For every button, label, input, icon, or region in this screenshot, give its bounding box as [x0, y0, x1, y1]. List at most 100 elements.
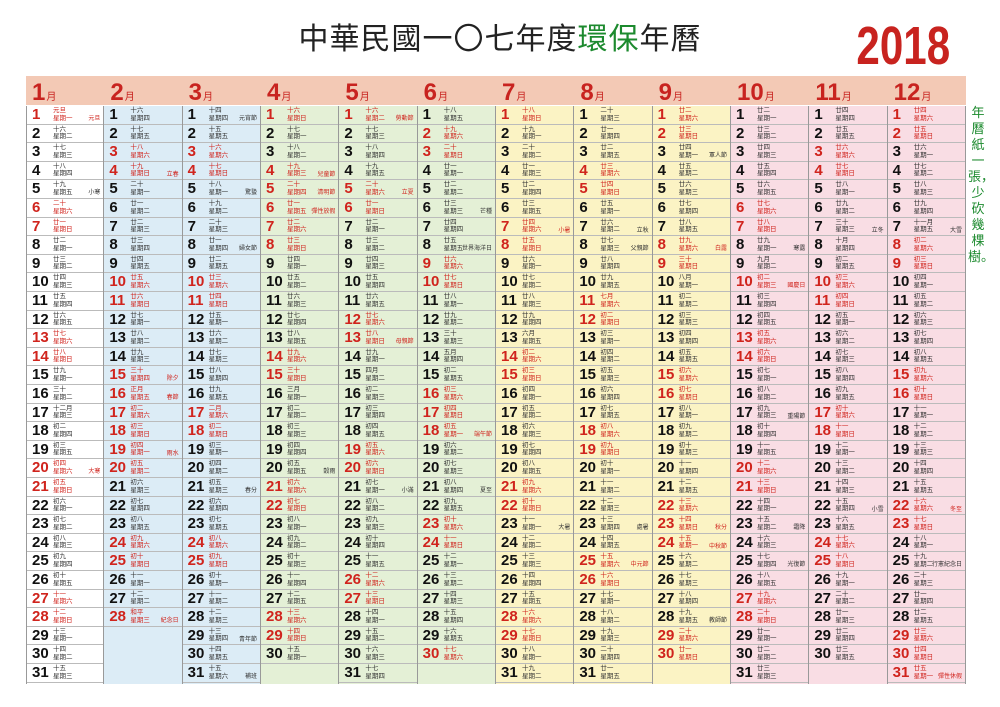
day-cell: 1 十六 星期日	[261, 106, 339, 125]
day-number: 13	[187, 329, 205, 347]
day-cell: 26 十六 星期日	[574, 571, 652, 590]
lunar-weekday: 初十 星期一	[600, 459, 620, 475]
day-number: 17	[579, 403, 597, 421]
lunar-weekday: 初八 星期四	[443, 478, 464, 494]
lunar-weekday: 廿二 星期五	[913, 608, 934, 624]
lunar-weekday: 初四 星期四	[287, 440, 307, 457]
lunar-weekday: 十七 星期五	[130, 124, 150, 141]
day-number: 7	[579, 217, 588, 235]
day-number: 7	[657, 217, 666, 235]
day-cell: 24 十七 星期六	[809, 534, 887, 553]
day-cell: 5 廿六 星期五	[731, 180, 809, 199]
lunar-weekday: 二十 星期日	[757, 608, 777, 624]
day-cell: 8 廿二 星期一	[27, 236, 104, 255]
day-cell: 4 十八 星期四	[27, 162, 104, 181]
festival-label: 白露	[714, 245, 727, 253]
day-number: 23	[422, 515, 440, 533]
day-number: 17	[187, 403, 205, 421]
day-number: 24	[422, 533, 440, 551]
festival-label: 父親節	[630, 245, 649, 253]
day-cell: 16 初二 星期三	[339, 385, 417, 404]
lunar-weekday: 十二 星期六	[757, 459, 777, 475]
day-number: 15	[657, 366, 675, 384]
day-number: 21	[736, 478, 753, 495]
day-cell: 27 十一 星期六	[27, 590, 104, 609]
lunar-weekday: 十四 星期三	[835, 478, 855, 494]
day-number: 2	[187, 124, 196, 142]
day-number: 14	[266, 347, 283, 365]
lunar-weekday: 初九 星期六	[522, 478, 542, 494]
day-cell: 15 初三 星期日	[496, 366, 574, 385]
day-number: 13	[32, 329, 49, 347]
day-cell: 11 廿六 星期五	[339, 292, 417, 311]
lunar-weekday: 初三 星期三	[678, 310, 699, 327]
day-cell: 23 初七 星期五	[182, 515, 260, 534]
day-cell: 18 十二 星期二	[887, 422, 965, 441]
day-number: 11	[657, 292, 674, 309]
lunar-weekday: 十八 星期五	[757, 571, 777, 587]
day-cell: 16 三十 星期二	[27, 385, 104, 404]
lunar-weekday: 十八 星期四	[678, 589, 699, 606]
day-number: 7	[32, 217, 41, 235]
day-cell: 15 三十 星期四 除夕	[104, 366, 182, 385]
day-number: 20	[814, 459, 832, 477]
lunar-weekday: 廿八 星期四	[600, 254, 620, 271]
day-number: 25	[422, 552, 440, 570]
lunar-weekday: 十七 星期四	[365, 664, 385, 680]
day-cell: 9 三十 星期日	[652, 255, 730, 274]
lunar-weekday: 初五 星期二	[522, 403, 542, 420]
day-cell: 5 廿二 星期二	[417, 180, 495, 199]
day-cell: 29 廿三 星期六	[887, 627, 965, 646]
day-number: 23	[736, 515, 753, 533]
lunar-weekday: 十六 星期三	[365, 645, 385, 661]
day-number: 20	[109, 459, 127, 477]
day-number: 20	[501, 459, 518, 477]
lunar-weekday: 初五 星期三	[208, 478, 229, 494]
day-number: 1	[266, 106, 275, 123]
day-number: 31	[187, 664, 205, 681]
day-number: 14	[344, 347, 362, 365]
lunar-weekday: 初二 星期五	[835, 254, 855, 271]
day-cell: 7 廿一 星期日	[27, 217, 104, 237]
day-cell: 1 十六 星期二 勞動節	[339, 106, 417, 125]
lunar-weekday: 十三 星期六	[287, 608, 307, 624]
day-number: 11	[187, 292, 204, 309]
day-number: 4	[187, 161, 196, 179]
day-cell: 20 十二 星期六	[731, 459, 809, 478]
day-number: 19	[657, 440, 675, 458]
day-cell: 17 初八 星期一	[652, 404, 730, 423]
lunar-weekday: 廿八 星期五	[287, 329, 307, 345]
month-column-11: 1 廿四 星期四 2 廿五 星期五 3 廿六 星期六 4 廿七 星期日 5 廿八 星期一 6 廿九 星期二 7 三十星…	[809, 106, 888, 684]
festival-label: 驚蟄	[244, 189, 257, 197]
day-cell: 31 十五 星期三	[27, 664, 104, 683]
day-number: 22	[422, 496, 440, 514]
lunar-weekday: 十四 星期四	[208, 106, 229, 122]
day-number: 17	[344, 403, 362, 421]
lunar-weekday: 十五 星期五	[913, 478, 934, 494]
day-cell: 10 初四 星期一	[887, 273, 965, 292]
day-number: 15	[109, 366, 127, 384]
day-number: 11	[109, 292, 126, 309]
month-column-2: 1 十六 星期四 2 十七 星期五 3 十八 星期六 4 十九 星期日 立春 5 二十 星期一 6 廿一 星期二 7 廿…	[104, 106, 183, 684]
day-number: 22	[579, 496, 597, 514]
lunar-weekday: 廿四 星期日	[600, 180, 620, 196]
day-number: 4	[579, 161, 588, 179]
day-number: 29	[657, 626, 675, 644]
month-column-12: 1 廿四 星期六 2 廿五 星期日 3 廿六 星期一 4 廿七 星期二 5 廿八 星期三 6 廿九 星期四 7 十一月…	[887, 106, 966, 684]
day-cell: 13 三十 星期三	[417, 329, 495, 348]
day-number: 12	[736, 310, 753, 328]
day-cell: 14 初六 星期日	[731, 348, 809, 367]
day-number: 5	[501, 180, 510, 198]
day-cell: 26 十一 星期一	[104, 571, 182, 590]
lunar-weekday: 初四 星期一	[913, 273, 934, 289]
day-cell: 24 十五 星期一 中秋節	[652, 534, 730, 553]
day-cell: 2 廿五 星期五	[809, 125, 887, 144]
festival-label: 元宵節	[238, 115, 257, 122]
day-number: 2	[579, 124, 588, 142]
day-number: 21	[501, 478, 518, 495]
lunar-weekday: 廿五 星期四	[53, 292, 73, 308]
day-number: 23	[187, 515, 205, 533]
lunar-weekday: 初八 星期二	[365, 496, 385, 513]
festival-label: 夏至	[479, 487, 492, 494]
lunar-weekday: 十九 星期日	[130, 161, 150, 178]
